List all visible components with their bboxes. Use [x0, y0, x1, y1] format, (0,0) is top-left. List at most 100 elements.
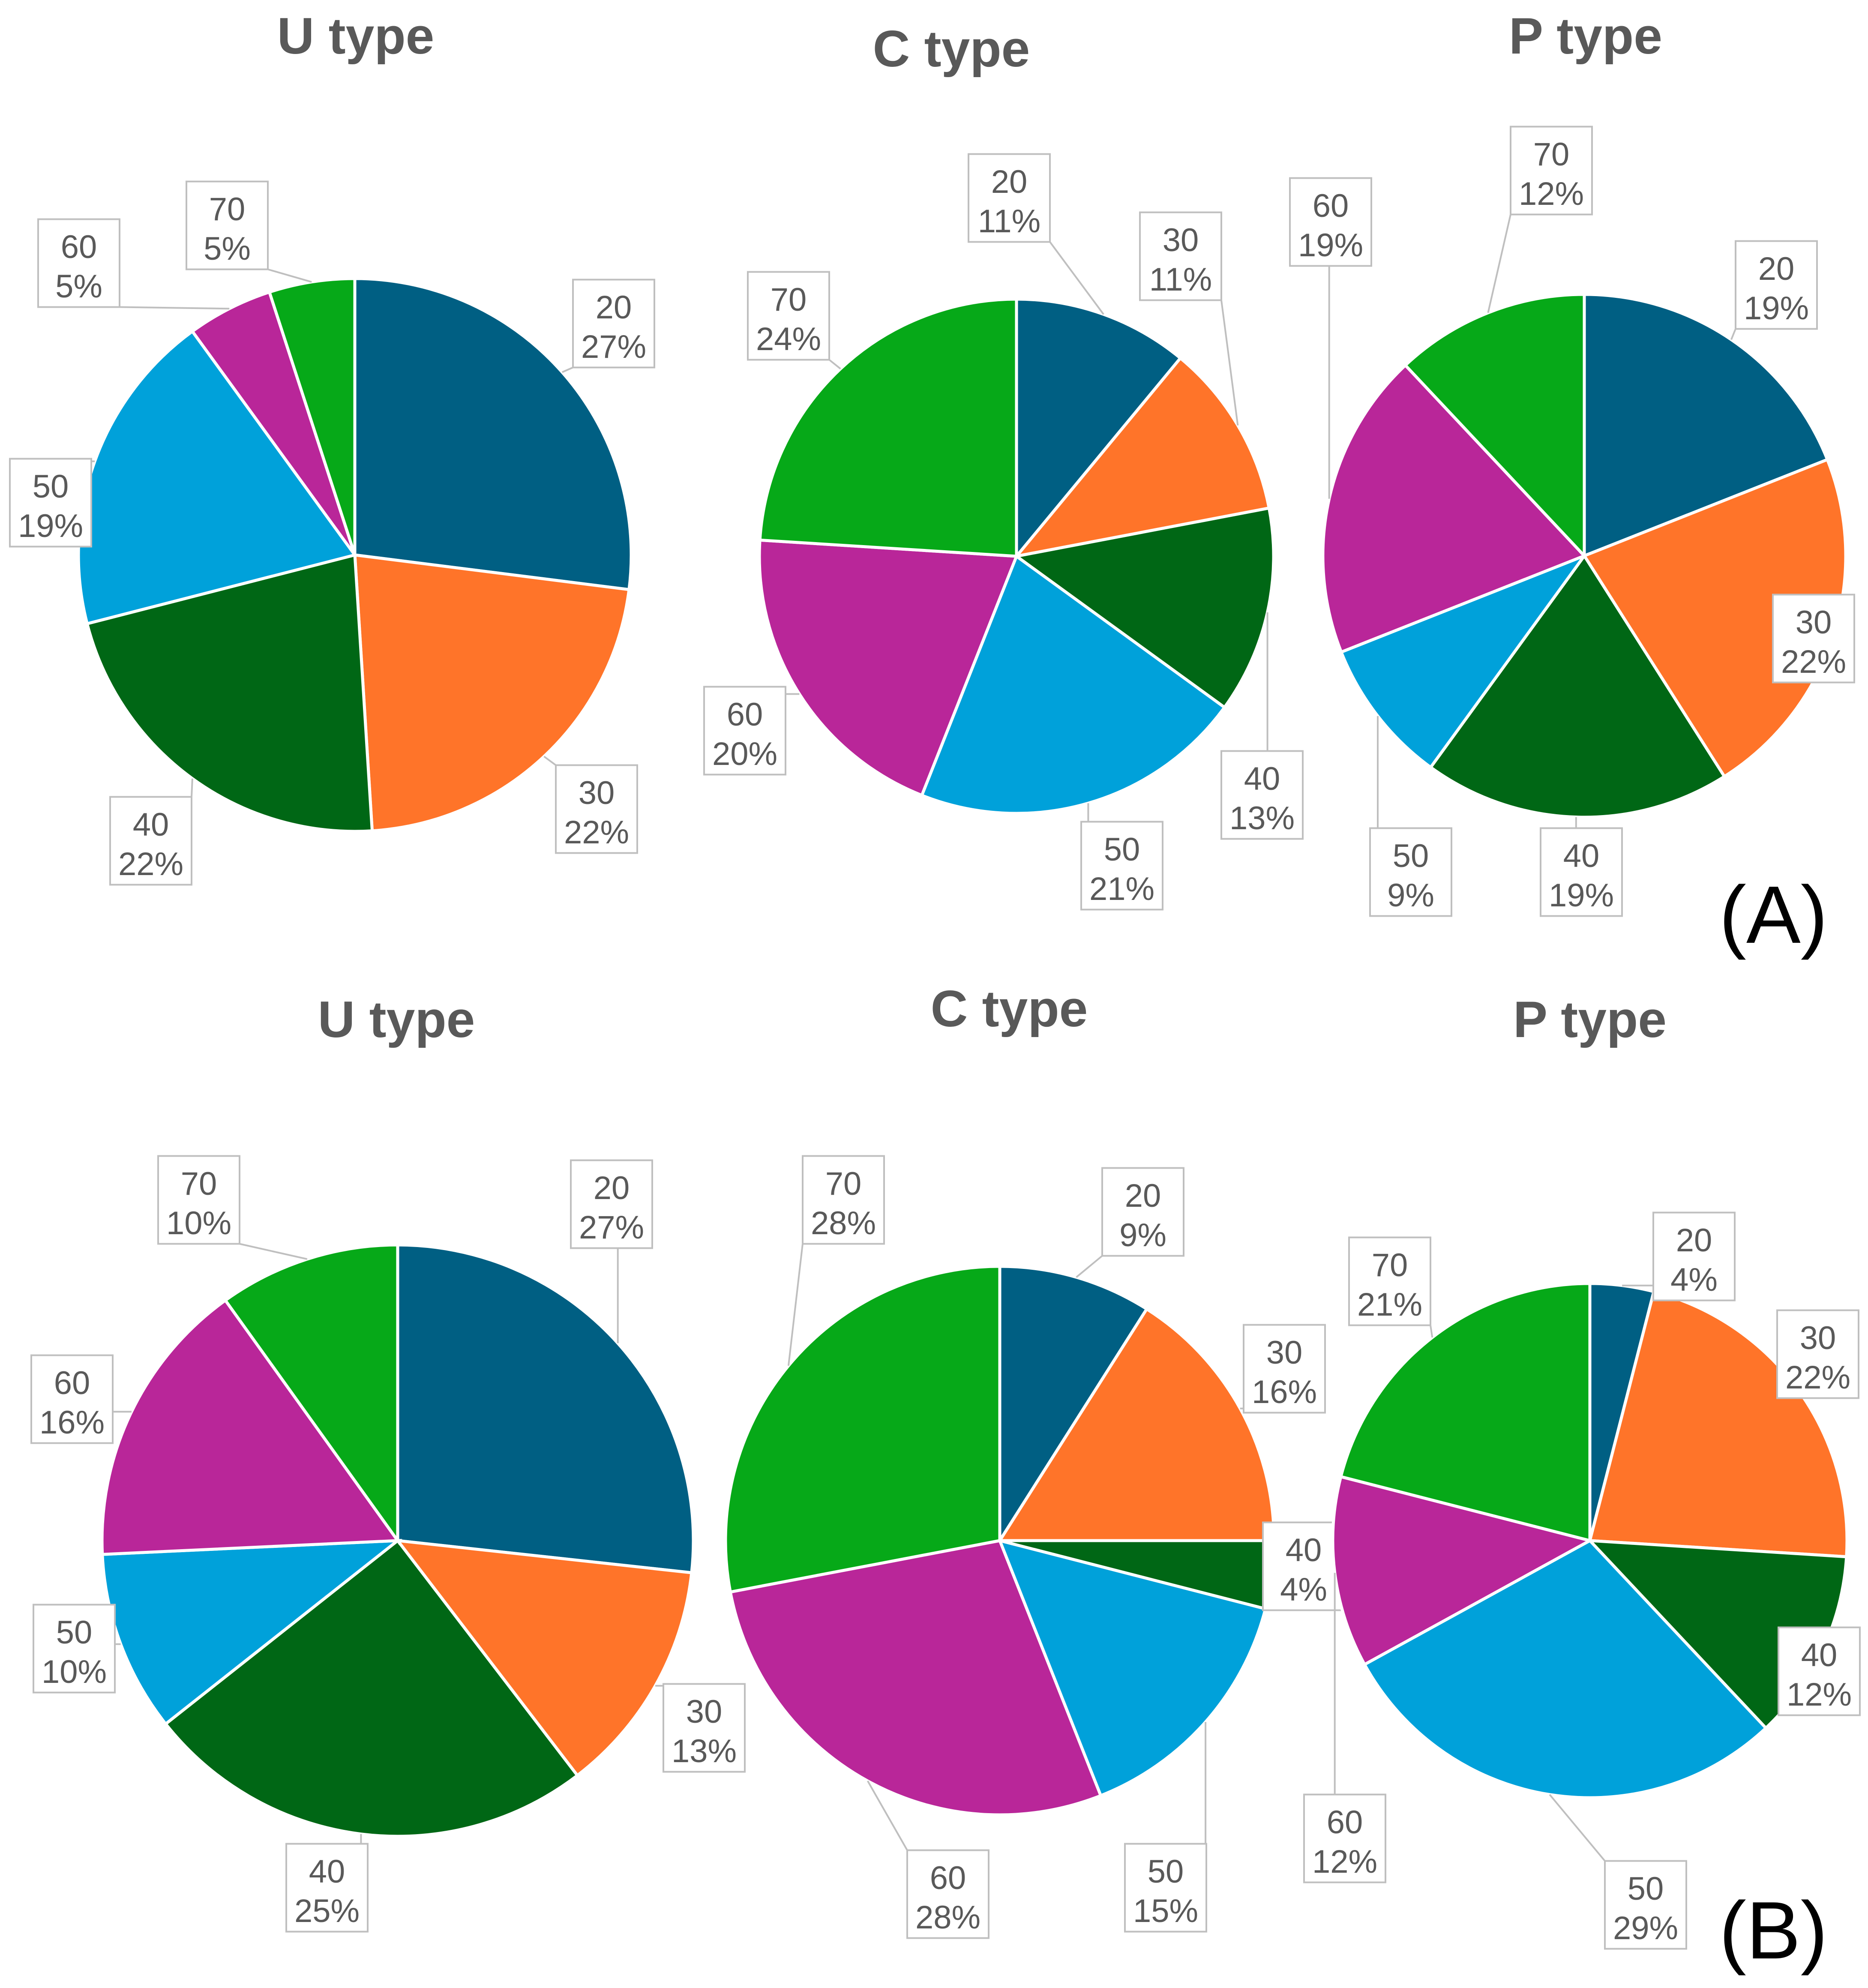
data-label-box — [1604, 1860, 1687, 1950]
data-label-20: 204% — [1652, 1211, 1736, 1301]
data-label-percent: 12% — [1787, 1676, 1852, 1713]
leader-line — [543, 756, 557, 766]
leader-line — [239, 1243, 308, 1260]
data-label-box — [1124, 1843, 1207, 1933]
data-label-percent: 22% — [118, 846, 183, 882]
data-label-category: 70 — [1533, 136, 1570, 173]
data-label-box — [30, 1354, 114, 1444]
data-label-category: 20 — [1758, 251, 1795, 287]
data-label-box — [157, 1155, 240, 1245]
pie-slice-60 — [758, 538, 1019, 798]
data-label-category: 40 — [1563, 838, 1600, 874]
data-label-box — [1139, 211, 1222, 301]
data-label-category: 70 — [771, 282, 807, 318]
data-label-category: 70 — [1372, 1247, 1408, 1283]
data-label-percent: 15% — [1133, 1893, 1198, 1929]
data-label-box — [1778, 1626, 1861, 1716]
data-label-box — [1289, 177, 1372, 267]
data-label-box — [703, 686, 786, 776]
leader-line — [1220, 300, 1239, 426]
data-label-percent: 16% — [39, 1404, 105, 1441]
data-label-box — [9, 458, 92, 548]
data-label-60: 605% — [37, 218, 120, 308]
chart-title-b-c-type: C type — [931, 980, 1088, 1037]
data-label-category: 50 — [33, 468, 69, 505]
leader-line — [1430, 1325, 1433, 1338]
data-label-percent: 11% — [1149, 261, 1212, 298]
leader-line — [119, 306, 230, 310]
data-label-box — [37, 218, 120, 308]
data-label-category: 20 — [596, 289, 632, 326]
chart-title-b-p-type: P type — [1513, 991, 1667, 1048]
data-label-box — [663, 1683, 746, 1773]
data-label-percent: 25% — [294, 1893, 360, 1929]
data-label-category: 60 — [54, 1365, 90, 1401]
chart-title-a-u-type: U type — [277, 7, 435, 65]
data-label-percent: 29% — [1613, 1910, 1678, 1946]
data-label-box — [572, 279, 655, 369]
data-label-box — [1348, 1236, 1431, 1326]
leader-line — [561, 366, 573, 373]
data-label-percent: 19% — [1744, 290, 1809, 327]
data-label-percent: 4% — [1280, 1571, 1327, 1608]
chart-title-b-u-type: U type — [318, 991, 475, 1048]
leader-line — [267, 268, 312, 283]
data-label-percent: 12% — [1312, 1844, 1377, 1880]
data-label-percent: 27% — [581, 329, 646, 365]
data-label-percent: 22% — [564, 814, 629, 851]
data-label-percent: 12% — [1519, 176, 1584, 212]
pie-slice-40 — [85, 553, 374, 833]
data-label-20: 209% — [1101, 1167, 1184, 1257]
pie-slice-70 — [758, 297, 1018, 558]
data-label-percent: 22% — [1785, 1359, 1850, 1396]
data-label-box — [1369, 827, 1452, 917]
pie-slice-60 — [1321, 363, 1587, 654]
data-label-percent: 11% — [978, 203, 1040, 240]
data-label-category: 70 — [209, 191, 246, 228]
data-label-percent: 10% — [42, 1654, 107, 1690]
pie-slice-50 — [1339, 552, 1589, 770]
data-label-category: 40 — [1244, 761, 1280, 797]
panel-tag-b: (B) — [1719, 1885, 1828, 1976]
data-label-percent: 19% — [1298, 227, 1363, 264]
leader-line — [1076, 1255, 1103, 1278]
data-label-box — [1772, 594, 1855, 684]
leader-line — [1049, 241, 1104, 315]
pie-slice-70 — [1339, 1282, 1592, 1543]
data-label-40: 404% — [1262, 1521, 1345, 1611]
data-label-category: 60 — [1313, 188, 1349, 224]
data-label-box — [1262, 1521, 1345, 1611]
data-label-category: 50 — [1148, 1853, 1184, 1890]
data-label-box — [1510, 126, 1593, 216]
leader-line — [828, 359, 841, 370]
data-label-percent: 28% — [915, 1899, 980, 1936]
data-label-box — [1220, 750, 1304, 840]
data-label-category: 60 — [930, 1860, 966, 1896]
data-label-box — [747, 271, 830, 361]
data-label-box — [1652, 1211, 1736, 1301]
